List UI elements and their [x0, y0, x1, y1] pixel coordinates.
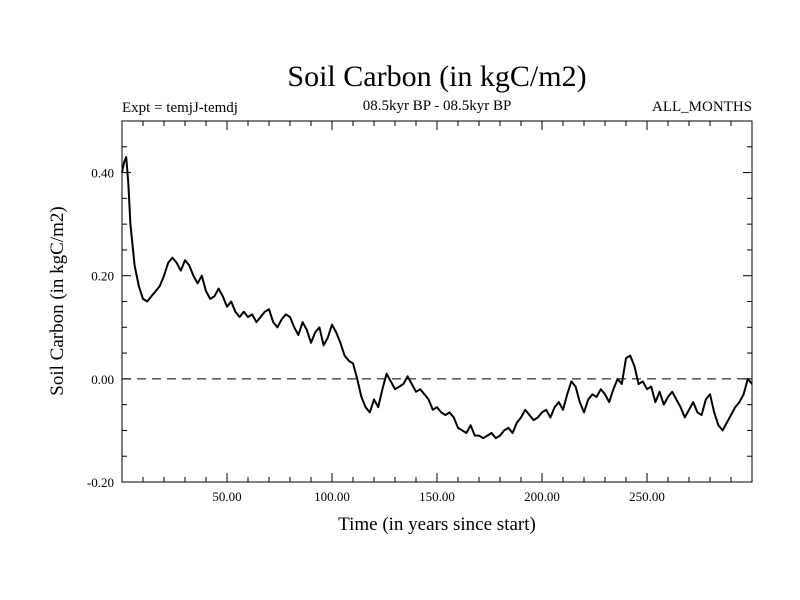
chart-title: Soil Carbon (in kgC/m2) [287, 60, 586, 93]
y-tick-label: 0.20 [91, 269, 114, 284]
y-axis-label: Soil Carbon (in kgC/m2) [47, 206, 68, 395]
x-tick-label: 250.00 [629, 489, 665, 504]
y-tick-label: 0.00 [91, 372, 114, 387]
months-label: ALL_MONTHS [652, 99, 752, 115]
soil-carbon-series-line [121, 156, 753, 440]
x-axis-label: Time (in years since start) [338, 514, 536, 535]
experiment-label: Expt = temjJ-temdj [122, 100, 238, 116]
plot-frame [121, 120, 753, 483]
x-tick-label: 50.00 [212, 489, 241, 504]
x-tick-label: 100.00 [314, 489, 350, 504]
y-tick-label: -0.20 [87, 475, 114, 490]
period-label: 08.5kyr BP - 08.5kyr BP [363, 98, 512, 114]
y-tick-label: 0.40 [91, 166, 114, 181]
x-tick-label: 200.00 [524, 489, 560, 504]
x-tick-label: 150.00 [419, 489, 455, 504]
